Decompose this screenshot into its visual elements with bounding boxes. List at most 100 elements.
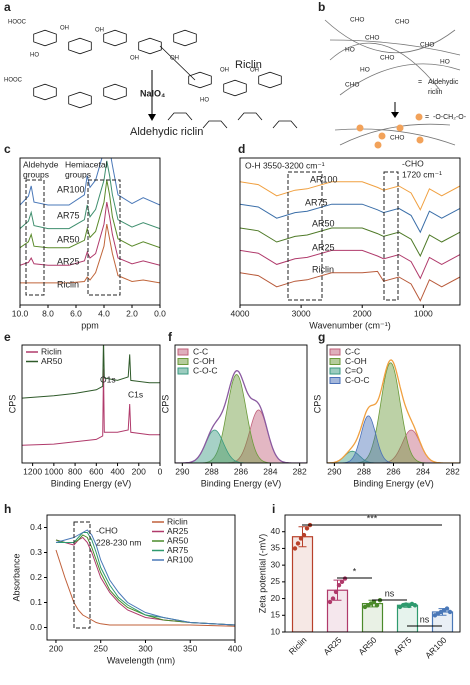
legend-key xyxy=(329,358,341,365)
legend-key xyxy=(177,367,189,375)
fiber xyxy=(339,123,451,146)
fiber xyxy=(329,42,441,91)
group-label: HO xyxy=(30,53,39,59)
series-line xyxy=(55,534,235,626)
series-label: AR100 xyxy=(310,174,338,184)
group-label: HO xyxy=(345,47,355,54)
fit-peak xyxy=(327,450,460,463)
panel-label: d xyxy=(238,142,245,156)
highlight-box xyxy=(287,171,323,301)
highlight-box xyxy=(383,171,399,301)
plot-frame xyxy=(174,344,308,464)
open-ring xyxy=(272,120,298,129)
fit-peak xyxy=(327,362,460,463)
layout xyxy=(33,19,461,149)
x-tick-label: AR50 xyxy=(356,635,378,657)
group-label: HO xyxy=(360,67,370,74)
y-axis-label: Absorbance xyxy=(11,553,21,601)
legend-key xyxy=(177,348,189,356)
arrow-head xyxy=(148,114,156,121)
series-label: AR50 xyxy=(312,218,335,228)
annotation: Hemiacetal xyxy=(65,159,108,169)
y-tick-label: 0.0 xyxy=(30,622,42,632)
bar xyxy=(291,536,314,632)
legend-label: AR50 xyxy=(41,356,63,366)
legend-label: -O-CH₂-O- xyxy=(433,114,467,121)
data-point xyxy=(298,536,304,541)
open-ring xyxy=(202,120,228,129)
legend-label: C=O xyxy=(345,365,363,375)
annotation: -CHO xyxy=(402,158,424,168)
ring xyxy=(103,29,127,47)
legend-label: Aldehydic xyxy=(428,79,459,86)
crosslink xyxy=(374,141,382,149)
y-axis-label: CPS xyxy=(160,395,170,414)
y-tick-label: 0.1 xyxy=(30,597,42,607)
series-line xyxy=(20,224,160,284)
fiber xyxy=(334,128,456,146)
x-tick-label: 284 xyxy=(416,466,430,476)
x-tick-label: 1000 xyxy=(44,466,63,476)
significance-label: ns xyxy=(385,588,395,598)
series-label: Riclin xyxy=(312,264,334,274)
x-axis-label: Binding Energy (eV) xyxy=(353,478,434,488)
ring xyxy=(138,37,162,55)
legend-label: AR75 xyxy=(167,545,189,555)
ring xyxy=(258,71,282,89)
data-point xyxy=(330,596,336,601)
x-tick-label: 600 xyxy=(89,466,103,476)
series-line xyxy=(55,529,235,626)
group-label: HOOC xyxy=(4,78,23,84)
x-tick-label: 1000 xyxy=(414,308,433,318)
x-tick-label: 2000 xyxy=(353,308,372,318)
crosslink xyxy=(378,132,386,140)
plot-area xyxy=(291,522,454,632)
legend-label: = xyxy=(425,114,429,121)
x-tick-label: 3000 xyxy=(292,308,311,318)
panel-label: i xyxy=(272,502,275,516)
data-point xyxy=(301,532,307,538)
group-label: OH xyxy=(170,56,179,62)
data-point xyxy=(295,541,301,546)
x-tick-label: 200 xyxy=(132,466,146,476)
x-tick-label: 6.0 xyxy=(70,308,82,318)
group-label: OH xyxy=(60,26,69,32)
x-tick-label: 350 xyxy=(183,643,197,653)
open-ring xyxy=(167,112,193,121)
x-tick-label: 284 xyxy=(263,466,277,476)
ring xyxy=(223,79,247,97)
crosslink xyxy=(396,124,404,132)
crosslink xyxy=(416,136,424,144)
x-tick-label: 800 xyxy=(68,466,82,476)
panel-label: b xyxy=(318,0,325,14)
highlight-box xyxy=(25,179,45,296)
x-tick-label: AR25 xyxy=(321,635,343,657)
chain xyxy=(159,45,196,81)
plot-area xyxy=(175,370,307,463)
x-tick-label: 288 xyxy=(205,466,219,476)
legend-label: Riclin xyxy=(167,516,188,526)
x-axis-label: ppm xyxy=(81,320,99,330)
data-point xyxy=(412,603,418,608)
x-tick-label: 286 xyxy=(234,466,248,476)
x-tick-label: 250 xyxy=(94,643,108,653)
data-point xyxy=(374,603,380,608)
group-label: OH xyxy=(130,56,139,62)
y-tick-label: 25 xyxy=(271,576,281,586)
panel-label: a xyxy=(4,0,11,14)
x-axis-label: Binding Energy (eV) xyxy=(201,478,282,488)
x-tick-label: 290 xyxy=(327,466,341,476)
plot-frame xyxy=(239,157,461,306)
legend-label: Riclin xyxy=(41,346,62,356)
plot-frame xyxy=(326,344,461,464)
legend-label: C-C xyxy=(193,346,208,356)
series-line xyxy=(56,532,235,626)
annotation: Aldehyde xyxy=(23,159,59,169)
data-point xyxy=(444,606,450,611)
group-label: CHO xyxy=(395,19,409,26)
ring xyxy=(68,37,92,55)
reagent: NaIO₄ xyxy=(140,88,165,98)
legend-key xyxy=(329,367,341,375)
plot-area xyxy=(55,529,235,627)
ring xyxy=(173,29,197,47)
